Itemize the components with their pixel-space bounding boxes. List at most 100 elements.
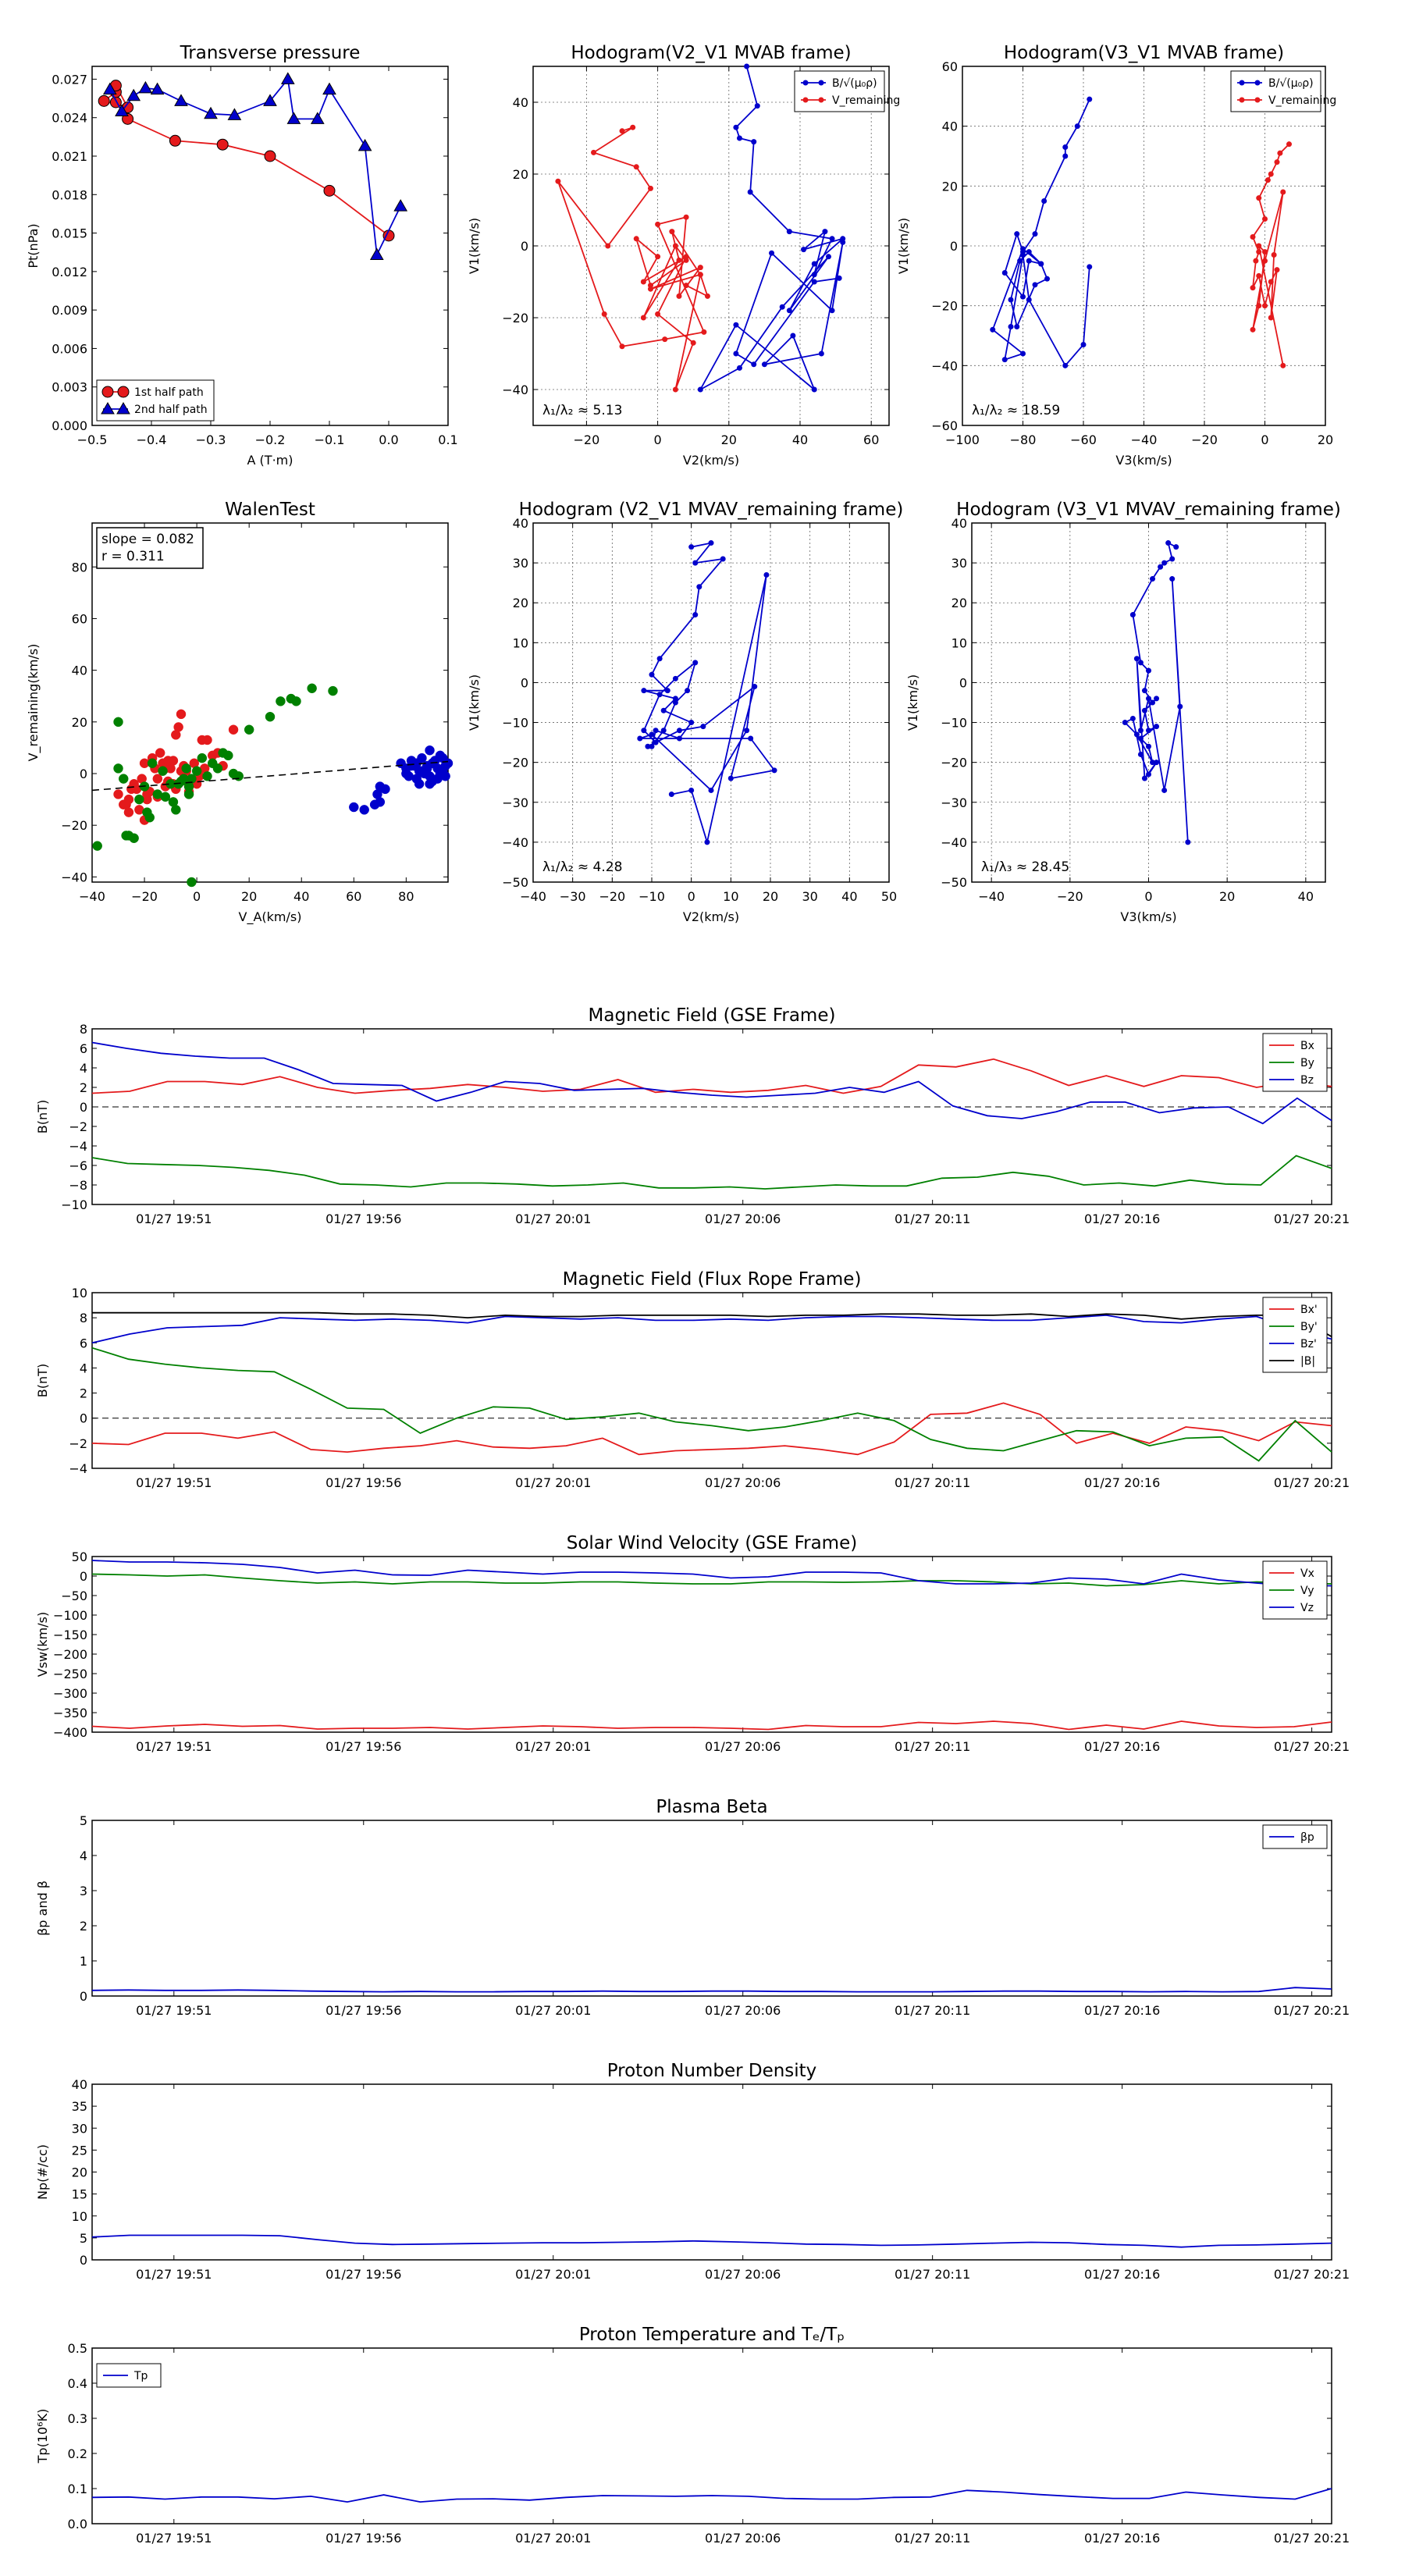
y-tick-label: −20 [502, 756, 528, 770]
legend-label: Bz [1300, 1074, 1314, 1087]
data-point [307, 683, 317, 694]
data-point [414, 778, 425, 789]
series-line-βp [91, 1987, 1332, 1993]
data-point [123, 831, 134, 841]
x-tick-label: 01/27 20:11 [895, 2267, 970, 2282]
y-axis-label: V1(km/s) [896, 218, 911, 274]
x-axis-label: V2(km/s) [683, 909, 739, 924]
data-point [664, 688, 670, 694]
x-tick-label: 01/27 20:16 [1084, 1739, 1160, 1754]
data-point [708, 787, 714, 793]
y-tick-label: 50 [72, 1550, 87, 1564]
data-point [1256, 303, 1262, 309]
data-point [656, 656, 663, 662]
data-point [786, 229, 792, 235]
series-line [1123, 541, 1189, 842]
y-tick-label: 20 [942, 179, 958, 194]
x-axis-label: A (T·m) [247, 453, 293, 468]
legend-label: 1st half path [134, 386, 204, 399]
data-point [101, 386, 114, 398]
y-axis-label: V1(km/s) [467, 218, 482, 274]
plot-frame [971, 522, 1326, 883]
data-point [118, 774, 129, 784]
x-tick-label: −40 [1131, 432, 1158, 447]
y-tick-label: 40 [72, 2077, 87, 2092]
series-line-Tp [91, 2488, 1332, 2503]
x-tick-label: 01/27 20:21 [1274, 2003, 1350, 2018]
data-point [647, 185, 653, 191]
data-point [619, 128, 625, 134]
data-point [443, 758, 454, 769]
data-point [763, 571, 770, 578]
data-point [672, 675, 678, 681]
y-tick-label: 30 [951, 556, 967, 571]
y-tick-label: 30 [513, 556, 528, 571]
x-tick-label: 01/27 19:56 [325, 1475, 401, 1490]
chart-title: WalenTest [225, 500, 315, 520]
data-point [840, 239, 846, 245]
data-point [655, 311, 661, 317]
data-point [1137, 660, 1144, 666]
y-tick-label: 0.009 [52, 303, 87, 318]
data-point [704, 293, 710, 299]
legend-label: B/√(μ₀ρ) [832, 77, 877, 90]
data-point [818, 80, 824, 86]
y-axis-label: V1(km/s) [905, 674, 920, 731]
chart-title: Proton Temperature and Tₑ/Tₚ [579, 2325, 845, 2345]
data-point [1041, 198, 1048, 204]
x-tick-label: −60 [1070, 432, 1097, 447]
y-tick-label: −10 [502, 716, 528, 731]
data-point [323, 184, 336, 197]
data-point [162, 756, 173, 766]
data-point [1268, 279, 1274, 285]
chart-walen: −40 −20 0 20 40 60 80 −40 −20 0 20 40 60 80 WalenTest V… [26, 500, 454, 925]
y-tick-label: −30 [502, 795, 528, 810]
legend-label: |B| [1300, 1355, 1315, 1368]
series-line-series [91, 2234, 1332, 2248]
y-tick-label: 40 [942, 119, 958, 134]
data-point [736, 365, 742, 371]
plot-frame [91, 2083, 1332, 2261]
y-tick-label: 6 [80, 1041, 87, 1056]
x-tick-label: 0 [1144, 889, 1152, 904]
x-tick-label: −20 [1191, 432, 1218, 447]
x-tick-label: 01/27 20:06 [705, 2531, 781, 2546]
data-point [1254, 80, 1261, 86]
series-line-Bx [91, 1058, 1332, 1094]
y-tick-label: −2 [69, 1436, 87, 1451]
y-tick-label: −4 [69, 1461, 87, 1476]
series-line-Vz [91, 1560, 1332, 1587]
data-point [1014, 324, 1020, 329]
plot-frame [91, 522, 449, 883]
data-point [591, 149, 597, 155]
chart-title: Magnetic Field (Flux Rope Frame) [563, 1269, 862, 1290]
data-point [401, 768, 411, 779]
y-tick-label: −20 [502, 311, 528, 326]
legend: Tp [96, 2363, 162, 2388]
data-point [102, 82, 117, 95]
chart-ts_np: 0 5 10 15 20 25 30 35 40 01/27 19:51 01/27 19:56 01… [35, 2061, 1350, 2282]
data-point [359, 805, 369, 815]
data-point [181, 763, 191, 774]
x-tick-label: 01/27 20:01 [515, 1739, 591, 1754]
data-point [1146, 728, 1151, 734]
data-point [1154, 696, 1160, 702]
data-point [1129, 715, 1136, 721]
data-point [349, 802, 359, 813]
data-point [183, 781, 194, 792]
data-point [113, 717, 123, 728]
plot-frame [532, 522, 890, 883]
chart-pt: 0.000 0.003 0.006 0.009 0.012 0.015 0.018 0.021… [26, 43, 458, 468]
data-point [771, 767, 777, 774]
y-tick-label: −50 [502, 875, 528, 890]
data-point [1137, 728, 1144, 734]
data-point [802, 97, 809, 103]
data-point [310, 112, 325, 124]
data-point [645, 743, 651, 749]
legend: Vx Vy Vz [1262, 1560, 1328, 1620]
x-tick-label: 01/27 20:06 [705, 1475, 781, 1490]
legend-label: Vy [1300, 1585, 1314, 1597]
legend-label: Vz [1300, 1602, 1314, 1614]
data-point [653, 728, 659, 734]
